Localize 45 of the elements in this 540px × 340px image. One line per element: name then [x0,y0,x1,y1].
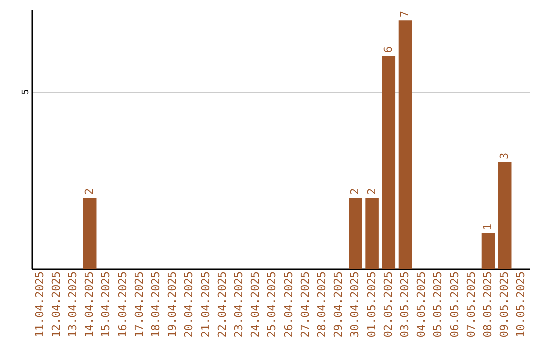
data-label: 2 [348,188,362,196]
x-tick-label: 04.05.2025 [415,272,428,338]
x-tick-label: 17.04.2025 [132,272,146,338]
x-tick-label: 24.04.2025 [249,272,262,338]
x-tick-label: 28.04.2025 [316,272,328,338]
x-tick-label: 16.04.2025 [116,272,130,338]
bar [482,234,496,269]
x-tick-label: 03.05.2025 [398,272,412,338]
x-tick-label: 25.04.2025 [266,272,279,338]
bar [498,162,512,269]
x-tick-label: 09.05.2025 [498,272,512,338]
x-tick-label: 23.04.2025 [232,272,246,338]
x-tick-label: 15.04.2025 [100,272,113,338]
x-tick-label: 22.04.2025 [216,272,229,338]
x-tick-label: 21.04.2025 [199,272,212,338]
x-tick-label: 08.05.2025 [482,272,494,338]
x-tick-label: 29.04.2025 [332,272,346,338]
bar [398,20,412,269]
bar [382,56,396,269]
bar [349,198,362,269]
x-tick-label: 18.04.2025 [150,272,162,338]
data-label: 3 [498,152,512,160]
x-tick-label: 19.04.2025 [166,272,180,338]
data-label: 2 [365,188,378,196]
x-tick-label: 13.04.2025 [66,272,80,338]
x-tick-label: 02.05.2025 [382,272,395,338]
x-tick-label: 12.04.2025 [50,272,63,338]
x-tick-label: 10.05.2025 [514,272,528,338]
x-tick-label: 30.04.2025 [348,272,362,338]
data-label: 1 [482,224,494,231]
x-tick-label: 06.05.2025 [448,272,462,338]
data-label: 2 [83,188,96,196]
y-tick-label: 5 [22,89,32,95]
data-label: 7 [398,11,412,18]
x-tick-label: 11.04.2025 [33,272,46,338]
x-tick-label: 26.04.2025 [282,272,296,338]
x-tick-label: 05.05.2025 [432,272,445,338]
bar [83,198,97,269]
x-tick-label: 20.04.2025 [182,272,196,338]
x-tick-label: 01.05.2025 [365,272,378,338]
data-label: 6 [382,46,395,54]
bar [366,198,379,269]
x-tick-label: 07.05.2025 [464,272,478,338]
x-tick-label: 27.04.2025 [298,272,312,338]
x-tick-label: 14.04.2025 [83,272,96,338]
